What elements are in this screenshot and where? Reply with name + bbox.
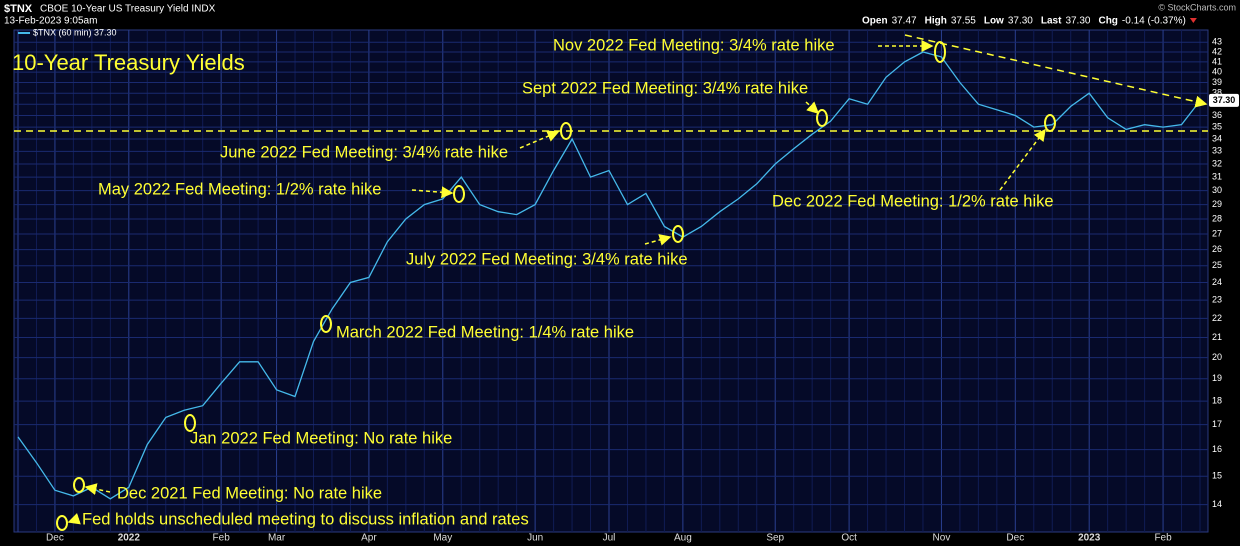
x-tick-label: Aug <box>674 533 692 544</box>
annotation-arrows <box>67 40 1046 525</box>
annotation: June 2022 Fed Meeting: 3/4% rate hike <box>220 143 508 161</box>
y-tick-label: 31 <box>1212 171 1222 181</box>
y-tick-label: 29 <box>1212 199 1222 209</box>
y-tick-label: 26 <box>1212 244 1222 254</box>
y-tick-label: 40 <box>1212 66 1222 76</box>
quote-label: Chg <box>1098 16 1117 27</box>
y-tick-label: 35 <box>1212 121 1222 131</box>
y-tick-label: 15 <box>1212 471 1222 481</box>
price-line <box>17 51 1201 500</box>
y-tick-label: 20 <box>1212 352 1222 362</box>
x-tick-label: 2023 <box>1078 533 1101 544</box>
y-tick-label: 25 <box>1212 260 1222 270</box>
x-tick-label: Apr <box>361 533 377 544</box>
date: 13-Feb-2023 9:05am <box>4 16 97 27</box>
y-tick-label: 30 <box>1212 185 1222 195</box>
annotation: Jan 2022 Fed Meeting: No rate hike <box>190 429 452 447</box>
quote-label: Open <box>862 16 888 27</box>
annotation: July 2022 Fed Meeting: 3/4% rate hike <box>406 250 688 268</box>
y-tick-label: 42 <box>1212 46 1222 56</box>
last-value-label: 37.30 <box>1213 95 1236 105</box>
y-tick-label: 24 <box>1212 277 1222 287</box>
quote-value: -0.14 (-0.37%) <box>1122 16 1186 27</box>
copyright: © StockCharts.com <box>1158 2 1236 12</box>
y-tick-label: 27 <box>1212 228 1222 238</box>
x-tick-label: Mar <box>268 533 286 544</box>
annotation: Fed holds unscheduled meeting to discuss… <box>82 510 529 528</box>
y-tick-label: 19 <box>1212 373 1222 383</box>
x-tick-label: Dec <box>46 533 64 544</box>
chart-title: 10-Year Treasury Yields <box>12 50 245 75</box>
annotation-shapes <box>56 41 1056 531</box>
x-tick-label: May <box>433 533 452 544</box>
legend: $TNX (60 min) 37.30 <box>33 27 117 37</box>
y-tick-label: 22 <box>1212 313 1222 323</box>
x-tick-label: Nov <box>933 533 951 544</box>
quote-value: 37.30 <box>1008 16 1033 27</box>
annotation: Dec 2021 Fed Meeting: No rate hike <box>117 484 382 502</box>
x-tick-label: Sep <box>766 533 784 544</box>
y-tick-label: 28 <box>1212 213 1222 223</box>
quote-label: Last <box>1041 16 1062 27</box>
plot-area <box>13 29 1209 533</box>
x-tick-label: Dec <box>1006 533 1024 544</box>
annotation: Sept 2022 Fed Meeting: 3/4% rate hike <box>522 79 808 97</box>
y-tick-label: 17 <box>1212 419 1222 429</box>
last-value-tag <box>1209 93 1239 107</box>
y-tick-label: 18 <box>1212 395 1222 405</box>
symbol-name: CBOE 10-Year US Treasury Yield INDX <box>40 4 216 15</box>
quote-label: Low <box>984 16 1004 27</box>
y-tick-label: 43 <box>1212 37 1222 47</box>
x-tick-label: Jul <box>603 533 616 544</box>
x-tick-label: 2022 <box>118 533 141 544</box>
down-arrow <box>1189 18 1197 23</box>
trend-line <box>904 34 1208 108</box>
y-tick-label: 16 <box>1212 444 1222 454</box>
y-tick-label: 33 <box>1212 146 1222 156</box>
y-tick-label: 14 <box>1212 499 1222 509</box>
x-tick-label: Jun <box>527 533 543 544</box>
symbol: $TNX <box>4 3 33 15</box>
annotation: May 2022 Fed Meeting: 1/2% rate hike <box>98 180 381 198</box>
y-tick-label: 34 <box>1212 133 1222 143</box>
x-tick-label: Oct <box>841 533 857 544</box>
y-tick-label: 23 <box>1212 294 1222 304</box>
quote-value: 37.55 <box>951 16 976 27</box>
quote-value: 37.30 <box>1065 16 1090 27</box>
y-tick-label: 32 <box>1212 158 1222 168</box>
y-tick-label: 21 <box>1212 332 1222 342</box>
y-tick-label: 36 <box>1212 110 1222 120</box>
annotation: March 2022 Fed Meeting: 1/4% rate hike <box>336 323 634 341</box>
x-tick-label: Feb <box>213 533 231 544</box>
y-tick-label: 41 <box>1212 56 1222 66</box>
annotation: Dec 2022 Fed Meeting: 1/2% rate hike <box>772 192 1054 210</box>
quote-value: 37.47 <box>892 16 917 27</box>
annotation: Nov 2022 Fed Meeting: 3/4% rate hike <box>553 36 835 54</box>
quote-label: High <box>925 16 947 27</box>
x-tick-label: Feb <box>1154 533 1172 544</box>
y-tick-label: 39 <box>1212 77 1222 87</box>
y-tick-label: 38 <box>1212 88 1222 98</box>
